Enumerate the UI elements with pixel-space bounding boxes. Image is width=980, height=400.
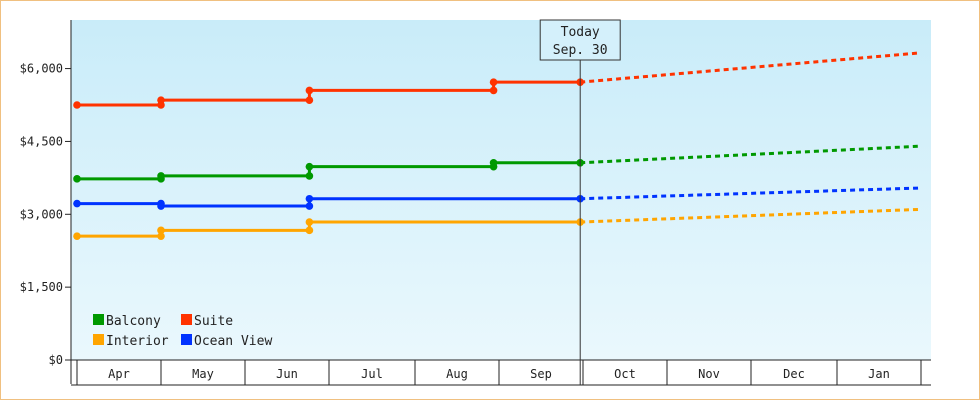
data-point-ocean-view — [305, 202, 314, 210]
y-tick-label: $3,000 — [20, 207, 63, 221]
data-point-interior — [305, 226, 314, 235]
forecast-line-ocean-view — [580, 186, 919, 201]
data-point-balcony — [305, 172, 314, 180]
y-tick-label: $6,000 — [20, 62, 63, 76]
series-line-interior — [77, 220, 581, 238]
month-label-jul: Jul — [361, 367, 383, 381]
legend-swatch-balcony — [93, 314, 104, 325]
data-point-interior — [157, 232, 165, 240]
data-point-suite — [489, 86, 498, 95]
x-axis: Apr May Jun Jul Aug Sep Oct Nov Dec Jan — [71, 359, 931, 386]
data-point-ocean-view — [305, 194, 314, 203]
data-point-balcony — [489, 159, 498, 167]
data-point-balcony — [305, 162, 314, 171]
today-marker: Today Sep. 30 — [539, 19, 621, 385]
data-point-interior — [305, 218, 314, 226]
month-label-dec: Dec — [783, 367, 805, 381]
data-point-suite — [73, 101, 81, 109]
forecast-line-balcony — [580, 144, 919, 165]
today-label: Today — [561, 25, 600, 40]
month-label-sep: Sep — [530, 367, 552, 381]
month-label-apr: Apr — [108, 367, 130, 381]
data-point-suite — [157, 96, 165, 104]
y-tick-label: $0 — [49, 353, 63, 367]
month-label-may: May — [192, 367, 214, 381]
today-date: Sep. 30 — [553, 43, 608, 58]
data-point-balcony — [157, 172, 165, 180]
series-group — [73, 51, 919, 240]
data-point-ocean-view — [73, 199, 81, 208]
legend-swatch-interior — [93, 334, 104, 345]
legend-label-balcony: Balcony — [106, 314, 161, 329]
data-point-interior — [157, 226, 165, 235]
legend-label-ocean-view: Ocean View — [194, 334, 272, 349]
plot-background — [71, 20, 931, 360]
month-label-nov: Nov — [698, 367, 720, 381]
series-line-ocean-view — [77, 197, 581, 208]
y-axis: $0 $1,500 $3,000 $4,500 $6,000 — [20, 20, 72, 384]
data-point-suite — [305, 96, 314, 104]
month-label-oct: Oct — [614, 367, 636, 381]
data-point-suite — [489, 78, 498, 86]
month-label-aug: Aug — [446, 367, 468, 381]
data-point-ocean-view — [157, 202, 165, 210]
legend-label-suite: Suite — [194, 314, 233, 329]
data-point-balcony — [73, 175, 81, 183]
forecast-line-interior — [580, 207, 919, 224]
forecast-line-suite — [580, 51, 919, 84]
y-tick-label: $4,500 — [20, 134, 63, 148]
month-label-jan: Jan — [868, 367, 890, 381]
legend: Balcony Suite Interior Ocean View — [93, 314, 272, 349]
legend-swatch-suite — [181, 314, 192, 325]
y-tick-label: $1,500 — [20, 280, 63, 294]
data-point-interior — [73, 232, 81, 240]
legend-swatch-ocean-view — [181, 334, 192, 345]
data-point-suite — [305, 86, 314, 95]
month-label-jun: Jun — [276, 367, 298, 381]
today-label-box — [539, 19, 621, 61]
legend-label-interior: Interior — [106, 334, 169, 349]
